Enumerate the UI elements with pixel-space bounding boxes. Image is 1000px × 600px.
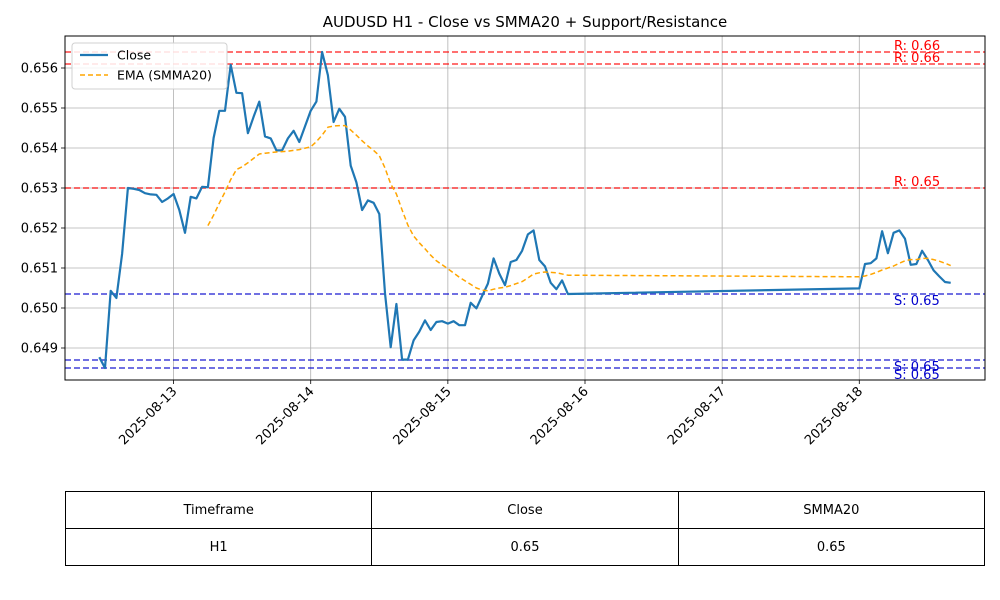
- x-tick-label: 2025-08-14: [254, 384, 318, 448]
- x-tick-label: 2025-08-13: [116, 384, 180, 448]
- y-tick-label: 0.653: [21, 182, 58, 197]
- resistance-label: R: 0.66: [894, 51, 940, 66]
- table-cell: 0.65: [371, 528, 679, 566]
- summary-table: Timeframe Close SMMA20 H1 0.65 0.65: [64, 491, 986, 566]
- chart: AUDUSD H1 - Close vs SMMA20 + Support/Re…: [21, 13, 986, 448]
- legend-box: [71, 42, 228, 90]
- y-axis: 0.649 0.650 0.651 0.652 0.653 0.654 0.655 0.656: [21, 62, 65, 357]
- y-tick-label: 0.654: [21, 142, 58, 157]
- series-line: [98, 50, 951, 370]
- table-cell: 0.65: [677, 528, 986, 566]
- y-tick-label: 0.649: [21, 342, 58, 357]
- resistance-label: R: 0.66: [894, 39, 940, 54]
- table-row: H1 0.65 0.65: [64, 528, 986, 566]
- table-cell: H1: [64, 528, 373, 566]
- legend-label: EMA (SMMA20): [117, 68, 212, 83]
- x-tick-label: 2025-08-15: [391, 384, 455, 448]
- y-tick-label: 0.652: [21, 222, 58, 237]
- support-label: S: 0.65: [894, 368, 940, 383]
- y-tick-label: 0.651: [21, 262, 58, 277]
- y-tick-label: 0.655: [21, 102, 58, 117]
- x-tick-label: 2025-08-17: [665, 384, 729, 448]
- y-tick-label: 0.650: [21, 302, 58, 317]
- x-tick-label: 2025-08-18: [802, 384, 866, 448]
- resistance-label: R: 0.65: [894, 175, 940, 190]
- x-tick-label: 2025-08-16: [528, 384, 592, 448]
- legend: Close EMA (SMMA20): [71, 42, 228, 90]
- x-axis: 2025-08-13 2025-08-14 2025-08-15 2025-08-16…: [116, 380, 866, 448]
- legend-label: Close: [117, 48, 151, 63]
- y-tick-label: 0.656: [21, 62, 58, 77]
- table-header-cell: SMMA20: [677, 491, 986, 529]
- table-header-row: Timeframe Close SMMA20: [64, 491, 986, 529]
- table-header-cell: Timeframe: [64, 491, 373, 529]
- support-label: S: 0.65: [894, 294, 940, 309]
- series-lines: [98, 50, 951, 370]
- chart-title: AUDUSD H1 - Close vs SMMA20 + Support/Re…: [323, 13, 728, 31]
- series-line: [207, 124, 951, 292]
- support-resistance-levels: R: 0.66R: 0.66R: 0.65S: 0.65S: 0.65S: 0.…: [65, 39, 985, 383]
- plot-frame: [64, 35, 986, 381]
- table-header-cell: Close: [371, 491, 679, 529]
